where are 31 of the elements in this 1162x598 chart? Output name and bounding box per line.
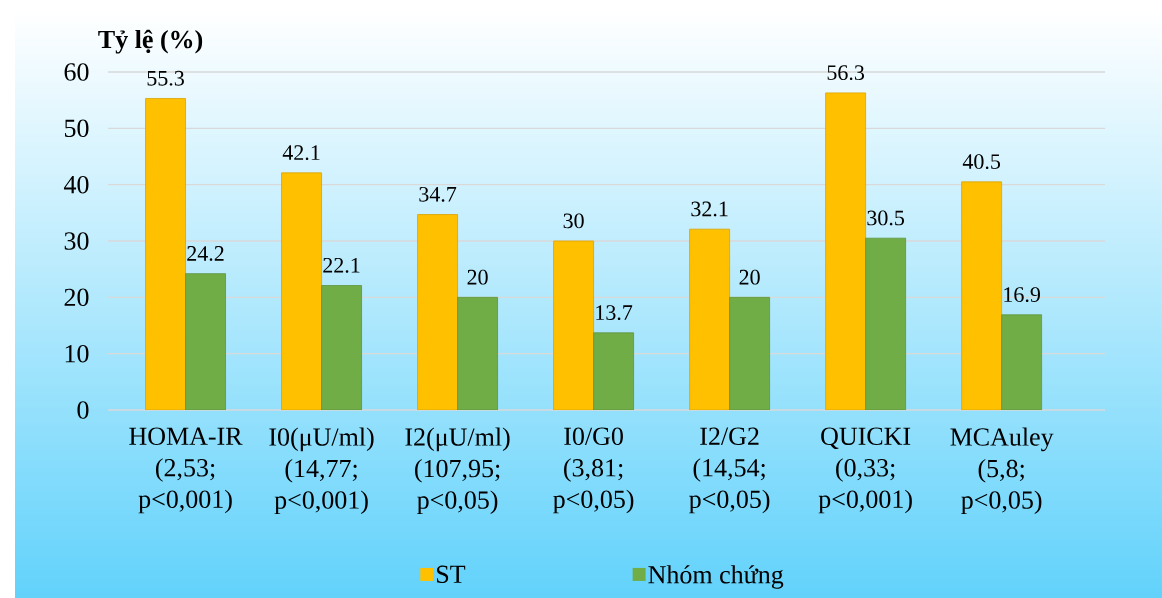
y-tick-label: 30 (64, 232, 89, 250)
y-tick-label: 20 (64, 288, 89, 307)
y-axis-title: Tỷ lệ (%) (98, 29, 203, 54)
x-tick-label: I0/G0 (3,81; p<0,05) (553, 427, 634, 514)
x-tick-label: MCAuley (5,8; p<0,05) (950, 427, 1054, 515)
legend-label: Nhóm chứng (648, 565, 784, 589)
data-label: 30.5 (867, 210, 905, 226)
x-tick-label: I0(μU/ml) (14,77; p<0,001) (269, 427, 374, 515)
y-tick-label: 40 (63, 175, 89, 194)
data-label: 34.7 (419, 186, 457, 202)
y-tick-label: 50 (64, 119, 89, 138)
data-label: 40.5 (962, 154, 1001, 170)
x-tick-label: QUICKI (0,33; p<0,001) (818, 427, 912, 514)
x-tick-label: I2(μU/ml) (107,95; p<0,05) (405, 427, 510, 515)
x-tick-label: I2/G2 (14,54; p<0,05) (689, 427, 770, 514)
y-tick-label: 10 (65, 344, 89, 363)
data-label: 55.3 (147, 70, 184, 86)
data-label: 20 (467, 269, 488, 285)
data-label: 13.7 (596, 305, 633, 321)
data-label: 22.1 (323, 257, 360, 273)
data-label: 32.1 (691, 201, 728, 217)
data-label: 30 (563, 213, 584, 229)
x-tick-label: HOMA-IR (2,53; p<0,001) (129, 427, 243, 514)
legend-label: ST (437, 565, 466, 584)
data-label: 20 (739, 269, 760, 285)
data-label: 56.3 (827, 65, 865, 81)
y-tick-label: 60 (64, 63, 89, 81)
data-label: 24.2 (187, 246, 224, 261)
data-label: 16.9 (1004, 287, 1040, 303)
y-tick-label: 0 (77, 401, 89, 419)
data-label: 42.1 (282, 145, 320, 161)
